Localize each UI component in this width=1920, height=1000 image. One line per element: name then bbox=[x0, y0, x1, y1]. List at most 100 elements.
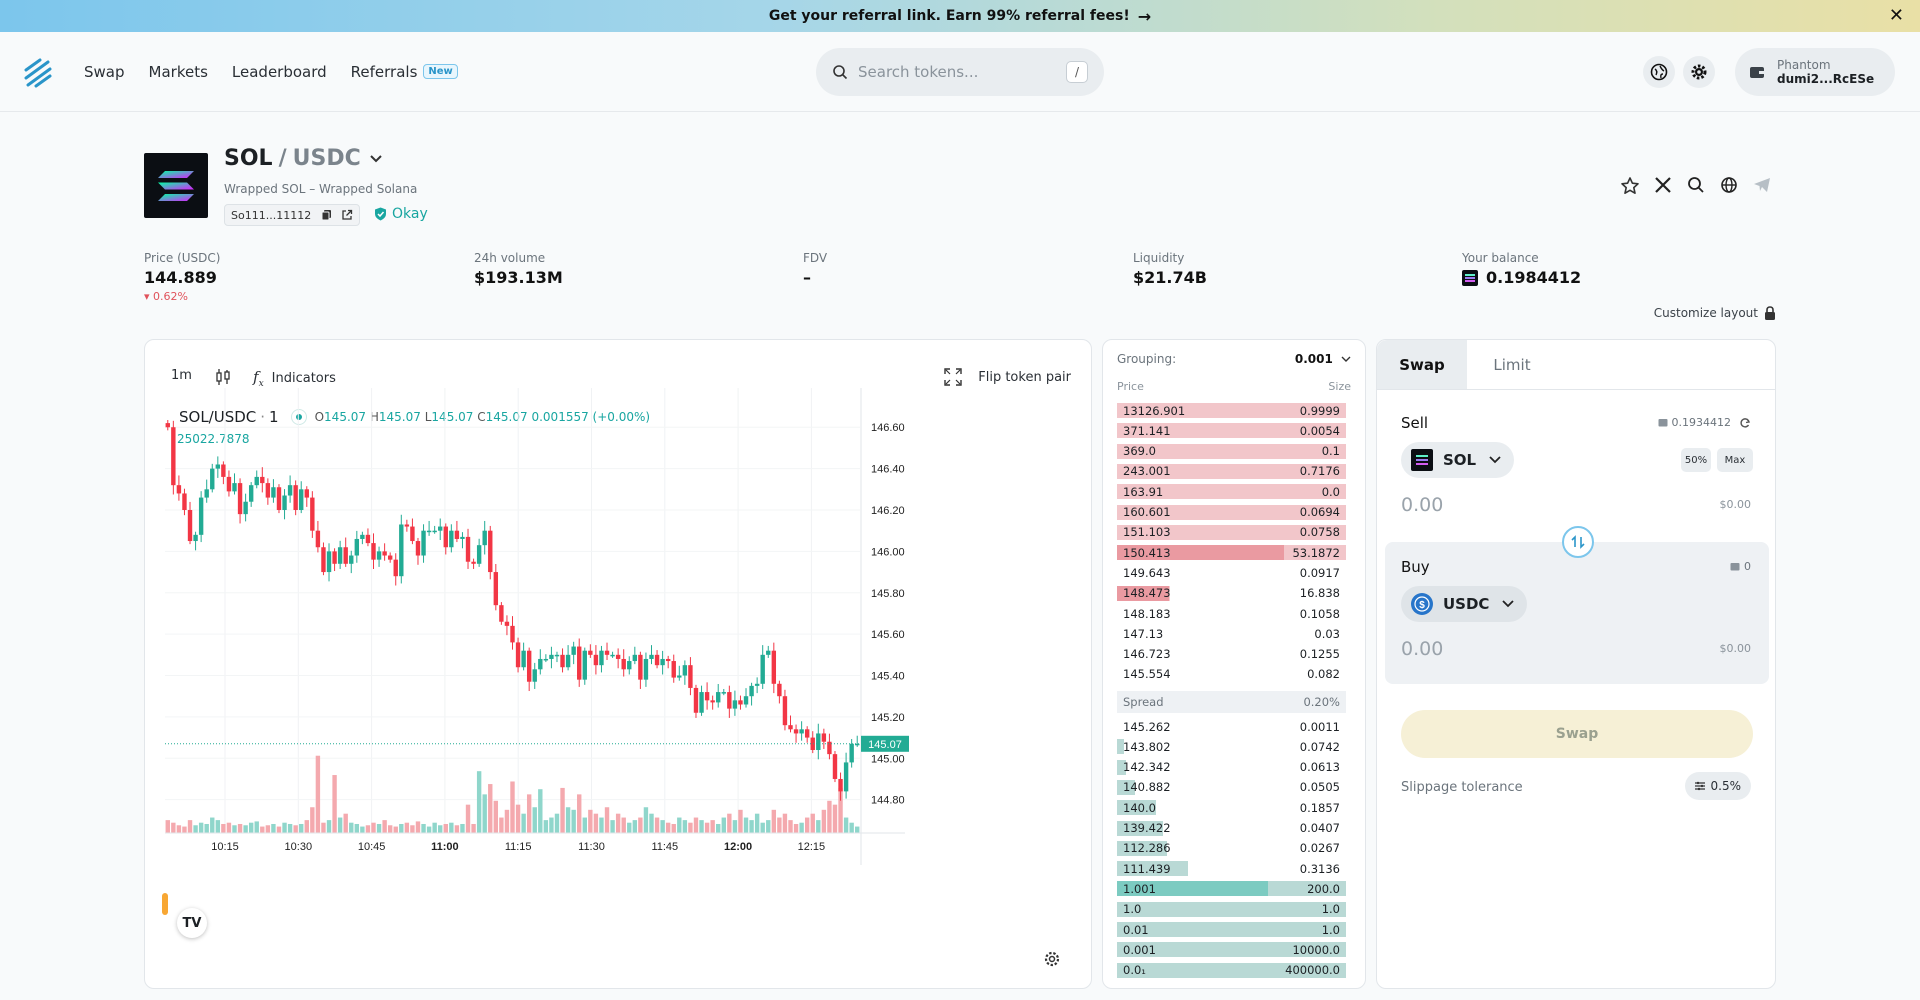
website-button[interactable] bbox=[1712, 176, 1745, 196]
chart-type-button[interactable] bbox=[215, 368, 231, 386]
flip-pair-button[interactable]: Flip token pair bbox=[944, 368, 1071, 386]
favorite-button[interactable] bbox=[1613, 176, 1646, 196]
nav-referrals[interactable]: Referrals New bbox=[351, 63, 458, 81]
bid-row[interactable]: 0.01 1.0 bbox=[1117, 921, 1346, 938]
volume-bar bbox=[271, 823, 276, 833]
bid-row[interactable]: 112.286 0.0267 bbox=[1117, 840, 1346, 857]
ask-row[interactable]: 147.13 0.03 bbox=[1117, 625, 1346, 642]
depth-bar bbox=[1117, 800, 1156, 816]
ask-row[interactable]: 149.643 0.0917 bbox=[1117, 564, 1346, 581]
stat-label: Your balance bbox=[1462, 251, 1539, 265]
candle-body bbox=[221, 464, 226, 477]
ask-row[interactable]: 371.141 0.0054 bbox=[1117, 422, 1346, 439]
external-link-icon[interactable] bbox=[341, 209, 353, 221]
settings-button[interactable] bbox=[1683, 56, 1715, 88]
bid-row[interactable]: 140.882 0.0505 bbox=[1117, 779, 1346, 796]
ask-row[interactable]: 369.0 0.1 bbox=[1117, 443, 1346, 460]
grouping-select[interactable]: 0.001 bbox=[1295, 352, 1351, 366]
pct50-button[interactable]: 50% bbox=[1681, 448, 1711, 472]
ask-row[interactable]: 148.183 0.1058 bbox=[1117, 605, 1346, 622]
volume-bar bbox=[582, 817, 587, 833]
language-button[interactable] bbox=[1643, 56, 1675, 88]
refresh-icon[interactable] bbox=[1739, 417, 1751, 429]
bid-row[interactable]: 0.001 10000.0 bbox=[1117, 941, 1346, 958]
tab-limit[interactable]: Limit bbox=[1493, 355, 1531, 374]
order-size: 0.1857 bbox=[1299, 800, 1340, 815]
ask-row[interactable]: 151.103 0.0758 bbox=[1117, 524, 1346, 541]
bid-row[interactable]: 142.342 0.0613 bbox=[1117, 759, 1346, 776]
wallet-button[interactable]: Phantom dumi2...RcESe bbox=[1735, 48, 1895, 96]
max-button[interactable]: Max bbox=[1717, 448, 1753, 472]
ask-row[interactable]: 148.473 16.838 bbox=[1117, 585, 1346, 602]
candle-body bbox=[243, 501, 248, 515]
bid-row[interactable]: 111.439 0.3136 bbox=[1117, 860, 1346, 877]
volume-bar bbox=[521, 813, 526, 833]
tradingview-logo[interactable]: TV bbox=[177, 908, 207, 938]
ask-row[interactable]: 146.723 0.1255 bbox=[1117, 646, 1346, 663]
candle-body bbox=[526, 650, 532, 682]
bid-row[interactable]: 139.422 0.0407 bbox=[1117, 820, 1346, 837]
nav-swap[interactable]: Swap bbox=[84, 62, 125, 81]
order-price: 149.643 bbox=[1123, 565, 1171, 580]
candle-body bbox=[282, 495, 287, 510]
price-chart[interactable]: 10:15 10:30 10:45 11:00 11:15 11:30 11:45 12:00… bbox=[145, 340, 1091, 988]
chart-settings-button[interactable] bbox=[1043, 950, 1061, 972]
volume-bar bbox=[254, 821, 259, 833]
bid-row[interactable]: 1.001 200.0 bbox=[1117, 880, 1346, 897]
candle-body bbox=[688, 665, 693, 688]
close-icon[interactable]: ✕ bbox=[1888, 5, 1904, 26]
nav-leaderboard[interactable]: Leaderboard bbox=[231, 62, 327, 81]
candle-body bbox=[677, 675, 682, 678]
volume-bar bbox=[510, 781, 515, 833]
explorer-button[interactable] bbox=[1679, 176, 1712, 196]
logo-icon[interactable] bbox=[22, 56, 54, 88]
ask-row[interactable]: 145.554 0.082 bbox=[1117, 666, 1346, 683]
copy-icon[interactable] bbox=[321, 209, 333, 221]
pair-selector[interactable]: SOL / USDC bbox=[224, 146, 383, 171]
candle-body bbox=[665, 658, 671, 662]
arrow-right-icon[interactable]: → bbox=[1137, 6, 1152, 26]
ask-row[interactable]: 160.601 0.0694 bbox=[1117, 504, 1346, 521]
bid-row[interactable]: 0.0₁ 400000.0 bbox=[1117, 962, 1346, 979]
sell-amount-input[interactable]: 0.00 bbox=[1401, 494, 1444, 516]
buy-token-selector[interactable]: $ USDC bbox=[1401, 586, 1528, 622]
banner-text[interactable]: Get your referral link. Earn 99% referra… bbox=[768, 8, 1130, 24]
sell-token-symbol: SOL bbox=[1443, 451, 1477, 469]
referral-banner[interactable]: Get your referral link. Earn 99% referra… bbox=[0, 0, 1920, 32]
spread-label: Spread bbox=[1123, 695, 1164, 709]
flip-label: Flip token pair bbox=[978, 369, 1071, 385]
candle-body bbox=[510, 625, 515, 643]
order-price: 150.413 bbox=[1123, 545, 1171, 560]
bid-row[interactable]: 145.262 0.0011 bbox=[1117, 718, 1346, 735]
bid-row[interactable]: 1.0 1.0 bbox=[1117, 901, 1346, 918]
volume-bar bbox=[654, 817, 660, 833]
ask-row[interactable]: 163.91 0.0 bbox=[1117, 483, 1346, 500]
switch-direction-button[interactable] bbox=[1562, 526, 1594, 558]
volume-bar bbox=[221, 823, 226, 833]
sell-token-selector[interactable]: SOL bbox=[1401, 442, 1515, 478]
nav-referrals-label[interactable]: Referrals bbox=[350, 62, 418, 81]
indicators-button[interactable]: fx Indicators bbox=[253, 368, 336, 389]
interval-button[interactable]: 1m bbox=[171, 368, 192, 383]
ask-row[interactable]: 243.001 0.7176 bbox=[1117, 463, 1346, 480]
ask-row[interactable]: 150.413 53.1872 bbox=[1117, 544, 1346, 561]
candle-body bbox=[265, 483, 271, 498]
nav-markets[interactable]: Markets bbox=[148, 62, 208, 81]
order-size: 0.0694 bbox=[1299, 505, 1340, 519]
search-input[interactable]: Search tokens... / bbox=[816, 48, 1104, 96]
ask-row[interactable]: 13126.901 0.9999 bbox=[1117, 402, 1346, 419]
buy-amount-input[interactable]: 0.00 bbox=[1401, 638, 1444, 660]
token-address: So111...11112 bbox=[224, 204, 361, 226]
swap-button[interactable]: Swap bbox=[1401, 710, 1753, 758]
slippage-button[interactable]: 0.5% bbox=[1684, 772, 1751, 800]
tab-swap[interactable]: Swap bbox=[1377, 340, 1467, 389]
twitter-button[interactable] bbox=[1646, 176, 1679, 196]
stat-value: $21.74B bbox=[1133, 268, 1207, 287]
last-price-tag bbox=[861, 735, 909, 752]
customize-layout-button[interactable]: Customize layout bbox=[1654, 306, 1776, 320]
bid-row[interactable]: 140.0 0.1857 bbox=[1117, 799, 1346, 816]
candle-body bbox=[743, 696, 749, 705]
volume-bar bbox=[321, 822, 326, 833]
telegram-button[interactable] bbox=[1745, 176, 1778, 196]
bid-row[interactable]: 143.802 0.0742 bbox=[1117, 738, 1346, 755]
